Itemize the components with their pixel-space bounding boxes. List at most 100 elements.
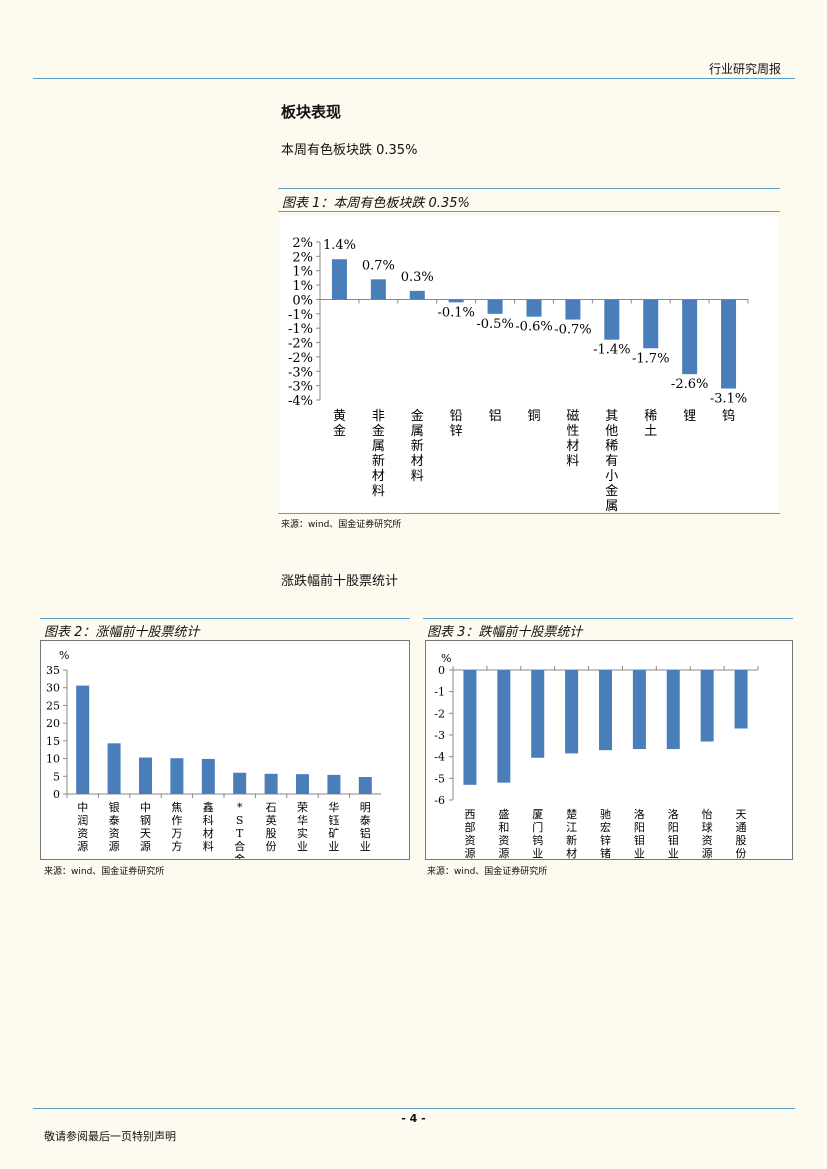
y-tick-label: -6 <box>434 794 445 807</box>
data-label: -2.6% <box>671 377 708 392</box>
figure1-chart-area: 2% 2% 1% 1% 0% -1% -1% -2% -2% -3% -3% -4% 1.4% 黄金 0.7… <box>280 216 778 514</box>
category-label: 怡球资源 <box>702 807 713 859</box>
figure1-title: 图表 1：本周有色板块跌 0.35% <box>282 196 470 211</box>
category-label: 钨 <box>722 408 735 424</box>
bar <box>497 670 511 783</box>
category-label: 其他稀有小金属 <box>605 409 618 512</box>
bar <box>632 670 646 750</box>
y-tick-label: -5 <box>434 772 445 785</box>
bar <box>296 774 309 794</box>
bar <box>201 758 215 794</box>
y-tick-label: 2% <box>292 250 313 265</box>
bar <box>666 670 680 750</box>
y-tick-label: 20 <box>46 717 60 730</box>
figure2-chart: % 35 30 25 20 15 10 5 0 中润资源 银泰资源 中钢天源 焦作万方 鑫科材料 *ST合金… <box>46 649 381 866</box>
bar <box>107 743 121 794</box>
y-tick-label: 5 <box>53 770 60 783</box>
bar <box>170 758 184 794</box>
data-label: -1.4% <box>593 343 630 358</box>
y-tick-label: 30 <box>46 682 60 695</box>
section-intro: 本周有色板块跌 0.35% <box>281 143 418 158</box>
bar <box>327 774 341 794</box>
bar <box>734 670 748 729</box>
y-tick-label: -1% <box>288 308 313 323</box>
category-label: 黄金 <box>333 409 346 439</box>
report-type-header: 行业研究周报 <box>708 62 781 76</box>
figure3-chart-area: % 0 -1 -2 -3 -4 -5 -6 西部资源 盛和资源 厦门钨业 楚江新材 驰宏锌锗 洛阳钼业 洛阳… <box>425 640 793 860</box>
bar <box>409 290 425 300</box>
bar <box>604 299 620 340</box>
category-label: 磁性材料 <box>566 409 579 469</box>
category-label: 中钢天源 <box>140 801 151 853</box>
category-label: 锂 <box>683 409 696 424</box>
category-label: 金属新材料 <box>411 408 424 484</box>
category-label: 稀土 <box>644 409 657 439</box>
figure2-chart-area: % 35 30 25 20 15 10 5 0 中润资源 银泰资源 中钢天源 焦作万方 鑫科材料 *ST合金… <box>40 640 410 866</box>
category-label: 鑫科材料 <box>203 800 214 853</box>
bar <box>448 299 464 303</box>
bar <box>139 757 152 794</box>
category-label: 银泰资源 <box>109 800 120 853</box>
y-tick-label: -1 <box>434 686 445 699</box>
category-label: 天通股份 <box>736 808 747 859</box>
category-label: 中润资源 <box>77 801 88 853</box>
y-tick-label: -2% <box>288 351 313 366</box>
y-unit-label: % <box>59 649 69 662</box>
y-unit-label: % <box>441 652 451 665</box>
y-tick-label: 0 <box>53 788 60 801</box>
figure3-chart: %0 -1 -2 -3 -4 -5 -6 西部资源 盛和资源 厦门钨业 楚江新材 驰宏锌锗 洛阳钼业 洛阳… <box>434 652 759 860</box>
y-tick-label: -1% <box>288 322 313 337</box>
category-label: 华钰矿业 <box>328 800 339 853</box>
bar <box>565 670 579 754</box>
figure3-source: 来源：wind、国金证券研究所 <box>427 867 548 877</box>
category-label: 楚江新材 <box>566 807 577 859</box>
y-tick-label: 0 <box>438 664 445 677</box>
figure3-top-rule <box>423 618 793 619</box>
bar <box>331 259 347 300</box>
data-label: 0.7% <box>362 258 395 273</box>
y-tick-label: -4% <box>288 394 313 409</box>
y-tick-label: -4 <box>434 751 445 764</box>
category-label: 铜 <box>527 409 540 424</box>
bar <box>565 299 581 320</box>
bar <box>76 685 90 794</box>
y-tick-label: 35 <box>46 664 60 677</box>
bar <box>370 279 386 300</box>
data-label: -1.7% <box>632 351 669 366</box>
data-label: -0.7% <box>554 323 591 338</box>
figure1-title-rule <box>278 211 780 212</box>
section-title: 板块表现 <box>281 103 342 121</box>
y-tick-label: -3% <box>288 380 313 395</box>
category-label: 焦作万方 <box>171 801 182 853</box>
category-label: 石英股份 <box>266 801 277 853</box>
bar <box>700 670 714 742</box>
bar <box>721 299 737 389</box>
category-label: 荣华实业 <box>297 801 308 853</box>
category-label: 非金属新材料 <box>372 409 385 499</box>
bar <box>682 299 698 375</box>
bar <box>233 772 247 794</box>
page-number: - 4 - <box>401 1112 426 1125</box>
y-tick-label: 1% <box>292 265 313 280</box>
y-tick-label: 15 <box>46 735 60 748</box>
y-tick-label: 2% <box>292 236 313 251</box>
figure2-source: 来源：wind、国金证券研究所 <box>44 867 165 877</box>
data-label: -0.6% <box>515 320 552 335</box>
y-tick-label: 0% <box>292 293 313 308</box>
figure3-title: 图表 3：跌幅前十股票统计 <box>427 625 583 640</box>
bar <box>599 670 612 751</box>
bar <box>264 773 278 794</box>
y-tick-label: 10 <box>46 753 60 766</box>
data-label: -3.1% <box>710 392 747 407</box>
bar <box>463 670 477 785</box>
data-label: -0.1% <box>437 305 474 320</box>
figure1-top-rule <box>278 188 780 189</box>
data-label: 1.4% <box>323 238 356 253</box>
y-tick-label: -2 <box>434 707 445 720</box>
figure2-title: 图表 2：涨幅前十股票统计 <box>44 625 200 640</box>
figure2-top-rule <box>40 618 410 619</box>
category-label: 洛阳钼业 <box>634 807 645 859</box>
y-tick-label: -2% <box>288 337 313 352</box>
bar <box>358 776 372 794</box>
y-tick-label: 25 <box>46 699 60 712</box>
